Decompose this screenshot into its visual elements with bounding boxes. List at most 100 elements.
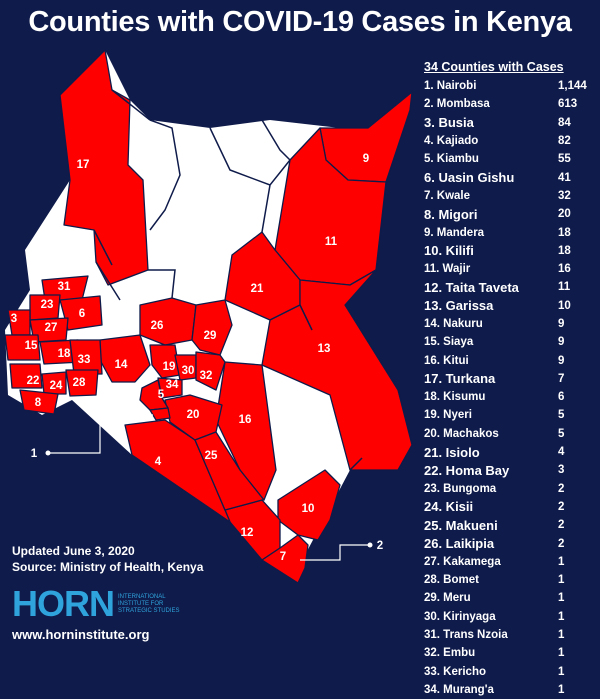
legend-county-name: 6. Uasin Gishu xyxy=(424,170,515,186)
legend-item: 22. Homa Bay 3 xyxy=(424,461,600,479)
legend-county-name: 26. Laikipia xyxy=(424,536,495,552)
legend-county-name: 31. Trans Nzoia xyxy=(424,629,508,642)
mombasa-callout-line xyxy=(300,544,370,561)
county-label-1: 1 xyxy=(31,448,38,460)
legend-county-name: 21. Isiolo xyxy=(424,444,480,460)
county-label-26: 26 xyxy=(151,320,164,332)
legend-case-count: 3 xyxy=(558,464,565,477)
legend-case-count: 613 xyxy=(558,98,578,111)
legend-county-name: 28. Bomet xyxy=(424,574,479,587)
county-label-13: 13 xyxy=(318,343,331,355)
legend-case-count: 2 xyxy=(558,482,565,495)
legend-case-count: 2 xyxy=(558,537,565,550)
county-7-kwale xyxy=(261,534,309,584)
nairobi-callout-dot xyxy=(45,450,51,456)
legend-item: 26. Laikipia 2 xyxy=(424,534,600,552)
legend-item: 18. Kisumu 6 xyxy=(424,388,600,406)
county-25-makueni xyxy=(194,431,265,511)
legend-item: 27. Kakamega 1 xyxy=(424,553,600,571)
legend-case-count: 18 xyxy=(558,226,571,239)
legend-county-name: 19. Nyeri xyxy=(424,409,472,422)
legend-item: 19. Nyeri 5 xyxy=(424,406,600,424)
website-url[interactable]: www.horninstitute.org xyxy=(12,627,150,642)
legend-case-count: 9 xyxy=(558,354,565,367)
legend-county-name: 12. Taita Taveta xyxy=(424,279,519,295)
legend-case-count: 1 xyxy=(558,629,565,642)
county-label-30: 30 xyxy=(182,365,195,377)
legend-case-count: 55 xyxy=(558,153,571,166)
legend-item: 1. Nairobi 1,144 xyxy=(424,77,600,95)
mombasa-callout-dot xyxy=(367,542,373,548)
county-label-4: 4 xyxy=(155,456,162,468)
legend-item: 28. Bomet 1 xyxy=(424,571,600,589)
legend-item: 11. Wajir 16 xyxy=(424,260,600,278)
county-label-5: 5 xyxy=(158,389,165,401)
legend-item: 5. Kiambu 55 xyxy=(424,150,600,168)
legend-item: 30. Kirinyaga 1 xyxy=(424,608,600,626)
county-24-kisii xyxy=(41,371,67,395)
legend-county-name: 14. Nakuru xyxy=(424,318,483,330)
legend-item: 10. Kilifi 18 xyxy=(424,242,600,260)
county-label-27: 27 xyxy=(45,322,58,334)
legend-item: 25. Makueni 2 xyxy=(424,516,600,534)
legend-case-count: 2 xyxy=(558,519,565,532)
county-label-23: 23 xyxy=(41,299,54,311)
legend-item: 16. Kitui 9 xyxy=(424,351,600,369)
legend-case-count: 2 xyxy=(558,500,565,513)
county-boundaries xyxy=(93,89,363,471)
map-title: Counties with COVID-19 Cases in Kenya xyxy=(28,6,572,38)
county-28-bomet xyxy=(65,369,99,397)
county-label-9: 9 xyxy=(363,153,369,165)
county-label-17: 17 xyxy=(77,159,90,171)
legend-item: 14. Nakuru 9 xyxy=(424,315,600,333)
legend-county-name: 18. Kisumu xyxy=(424,391,486,404)
legend-case-count: 82 xyxy=(558,135,571,148)
logo-subtitle: International Institute for Strategic St… xyxy=(118,593,180,614)
legend-case-count: 1 xyxy=(558,647,565,660)
logo-word: HORN xyxy=(12,583,115,624)
legend-case-count: 5 xyxy=(558,409,565,422)
legend-county-name: 17. Turkana xyxy=(424,371,496,387)
county-label-3: 3 xyxy=(11,313,17,325)
county-label-29: 29 xyxy=(204,330,217,342)
legend-item: 9. Mandera 18 xyxy=(424,223,600,241)
legend-item: 20. Machakos 5 xyxy=(424,425,600,443)
legend-item: 6. Uasin Gishu 41 xyxy=(424,168,600,186)
legend-item: 17. Turkana 7 xyxy=(424,370,600,388)
legend-case-count: 84 xyxy=(558,116,571,129)
legend-county-name: 29. Meru xyxy=(424,592,471,605)
county-22-homa-bay xyxy=(9,363,43,389)
legend: 34 Counties with Cases 1. Nairobi 1,144 2.… xyxy=(424,60,600,699)
legend-county-name: 23. Bungoma xyxy=(424,482,497,495)
county-label-6: 6 xyxy=(79,308,85,320)
legend-case-count: 18 xyxy=(558,244,571,257)
legend-rows: 1. Nairobi 1,144 2. Mombasa 613 3. Busia 84 4.… xyxy=(424,77,600,699)
county-8-migori xyxy=(19,389,59,415)
legend-case-count: 16 xyxy=(558,263,571,276)
legend-item: 7. Kwale 32 xyxy=(424,187,600,205)
legend-case-count: 6 xyxy=(558,391,565,404)
legend-case-count: 1 xyxy=(558,555,565,568)
county-label-15: 15 xyxy=(25,340,38,352)
legend-county-name: 9. Mandera xyxy=(424,226,485,239)
legend-county-name: 7. Kwale xyxy=(424,189,471,202)
legend-case-count: 11 xyxy=(558,281,571,294)
legend-title: 34 Counties with Cases xyxy=(424,60,564,74)
legend-county-name: 22. Homa Bay xyxy=(424,462,510,478)
county-label-16: 16 xyxy=(239,414,252,426)
legend-county-name: 10. Kilifi xyxy=(424,243,474,259)
county-15-siaya xyxy=(4,334,41,361)
legend-county-name: 27. Kakamega xyxy=(424,555,501,568)
county-label-25: 25 xyxy=(205,450,218,462)
county-26-laikipia xyxy=(139,297,197,346)
legend-case-count: 9 xyxy=(558,336,565,349)
legend-item: 12. Taita Taveta 11 xyxy=(424,278,600,296)
county-label-24: 24 xyxy=(50,380,63,392)
county-label-28: 28 xyxy=(73,377,86,389)
legend-case-count: 1,144 xyxy=(558,80,587,93)
legend-county-name: 11. Wajir xyxy=(424,263,471,276)
legend-county-name: 3. Busia xyxy=(424,115,474,131)
legend-county-name: 25. Makueni xyxy=(424,517,498,533)
county-32-embu xyxy=(195,351,226,391)
county-label-33: 33 xyxy=(78,354,91,366)
